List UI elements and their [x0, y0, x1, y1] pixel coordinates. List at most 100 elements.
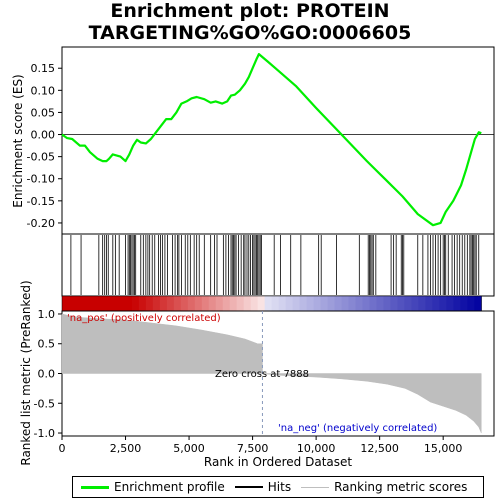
- rank-bar-segment-57: [460, 296, 468, 311]
- rank-bar-segment-37: [320, 296, 329, 311]
- x-axis-label: Rank in Ordered Dataset: [204, 455, 352, 469]
- rank-bar-segment-34: [299, 296, 308, 311]
- rank-bar-segment-55: [446, 296, 454, 311]
- rank-bar-segment-53: [432, 296, 440, 311]
- rank-bar-segment-27: [250, 296, 259, 311]
- legend-label-profile: Enrichment profile: [114, 480, 225, 494]
- rank-bar-segment-42: [355, 296, 363, 311]
- rank-bar-segment-15: [166, 296, 175, 311]
- rank-bar-segment-5: [96, 296, 105, 311]
- xtick-label-2: 5,000: [173, 442, 205, 455]
- es-panel: [61, 46, 495, 235]
- rank-bar-segment-56: [453, 296, 461, 311]
- rank-bar-segment-12: [145, 296, 154, 311]
- metric-ytick-label-1: 0.5: [38, 338, 56, 351]
- xtick-label-6: 15,000: [424, 442, 463, 455]
- rank-bar-segment-58: [467, 296, 475, 311]
- rank-bar-segment-8: [117, 296, 126, 311]
- rank-bar-segment-1: [68, 296, 77, 311]
- rank-bar-segment-7: [110, 296, 119, 311]
- rank-bar-segment-46: [383, 296, 391, 311]
- es-ytick-label-5: -0.10: [27, 173, 55, 186]
- metric-ytick-label-4: -1.0: [34, 427, 55, 440]
- legend-item-profile: Enrichment profile: [81, 480, 225, 494]
- metric-ytick-label-3: -0.5: [34, 397, 55, 410]
- rank-bar-segment-28: [257, 296, 266, 311]
- rank-bar-segment-24: [229, 296, 238, 311]
- rank-bar-segment-13: [152, 296, 161, 311]
- legend-item-metric: Ranking metric scores: [301, 480, 467, 494]
- legend-label-metric: Ranking metric scores: [334, 480, 468, 494]
- metric-x-axis: 0 2,500 5,000 7,500 10,000 12,500 15,000: [59, 436, 463, 455]
- rank-bar-segment-23: [222, 296, 231, 311]
- legend-swatch-hits: [234, 486, 263, 488]
- rank-bar-segment-22: [215, 296, 224, 311]
- pos-label: 'na_pos' (positively correlated): [67, 313, 221, 324]
- zero-cross-label: Zero cross at 7888: [215, 369, 309, 380]
- rank-bar-segment-30: [271, 296, 280, 311]
- es-ytick-label-4: -0.05: [27, 151, 55, 164]
- rank-bar-segment-45: [376, 296, 384, 311]
- rank-bar-segment-10: [131, 296, 140, 311]
- legend-swatch-profile: [81, 485, 109, 489]
- rank-bar-segment-21: [208, 296, 217, 311]
- hit-lines: [70, 235, 480, 295]
- es-ytick-label-6: -0.15: [27, 195, 55, 208]
- xtick-label-5: 12,500: [360, 442, 399, 455]
- rank-bar-segment-51: [418, 296, 426, 311]
- metric-ytick-label-2: 0.0: [38, 368, 56, 381]
- es-y-axis: 0.15 0.10 0.05 0.00 -0.05 -0.10 -0.15 -0.20: [27, 62, 62, 230]
- rank-bar-segment-14: [159, 296, 168, 311]
- xtick-label-1: 2,500: [110, 442, 142, 455]
- rank-bar-segment-20: [201, 296, 210, 311]
- rank-bar-segment-18: [187, 296, 196, 311]
- es-y-axis-label: Enrichment score (ES): [11, 74, 25, 207]
- rank-bar-segment-11: [138, 296, 147, 311]
- legend-swatch-metric: [301, 486, 330, 488]
- metric-ytick-label-0: 1.0: [38, 308, 56, 321]
- rank-bar-segment-3: [82, 296, 91, 311]
- rank-bar-segment-41: [348, 296, 357, 311]
- es-ytick-label-3: 0.00: [31, 129, 56, 142]
- rank-bar-segment-26: [243, 296, 252, 311]
- xtick-label-4: 10,000: [297, 442, 336, 455]
- rank-bar-segment-44: [369, 296, 377, 311]
- metric-y-axis-label: Ranked list metric (PreRanked): [19, 280, 33, 465]
- rank-bar-segment-49: [404, 296, 412, 311]
- enrichment-profile: [61, 52, 482, 227]
- rank-bar-segment-32: [285, 296, 294, 311]
- es-ytick-label-7: -0.20: [27, 217, 55, 230]
- rank-bar-segment-33: [292, 296, 301, 311]
- es-ytick-label-1: 0.10: [31, 84, 56, 97]
- rank-bar-segment-25: [236, 296, 245, 311]
- legend: Enrichment profile Hits Ranking metric s…: [72, 476, 484, 498]
- xtick-label-3: 7,500: [237, 442, 269, 455]
- rank-bar-segment-0: [62, 296, 70, 311]
- ranked-metric-area: [61, 313, 482, 434]
- rank-bar-segment-40: [341, 296, 350, 311]
- hits-panel: [61, 233, 495, 297]
- rank-bar-segment-19: [194, 296, 203, 311]
- rank-bar-segment-50: [411, 296, 419, 311]
- rank-bar-segment-9: [124, 296, 133, 311]
- rank-bar-segment-48: [397, 296, 405, 311]
- rank-color-bar: [61, 295, 482, 312]
- ranked-metric-fill: [61, 313, 482, 434]
- chart-title: Enrichment plot: PROTEIN TARGETING%GO%GO…: [88, 0, 412, 44]
- xtick-label-0: 0: [59, 442, 66, 455]
- es-ytick-label-2: 0.05: [31, 106, 56, 119]
- enrichment-profile-line: [61, 52, 482, 227]
- metric-y-axis: 1.0 0.5 0.0 -0.5 -1.0: [34, 308, 62, 440]
- rank-bar-segment-39: [334, 296, 343, 311]
- rank-bar-segment-6: [103, 296, 112, 311]
- rank-bar-segment-35: [306, 296, 315, 311]
- rank-bar-segment-43: [362, 296, 370, 311]
- rank-bar-segment-31: [278, 296, 287, 311]
- rank-bar-segment-47: [390, 296, 398, 311]
- rank-bar-segment-38: [327, 296, 336, 311]
- rank-bar-segment-16: [173, 296, 182, 311]
- rank-bar-segment-52: [425, 296, 433, 311]
- legend-label-hits: Hits: [267, 480, 292, 494]
- legend-item-hits: Hits: [234, 480, 292, 494]
